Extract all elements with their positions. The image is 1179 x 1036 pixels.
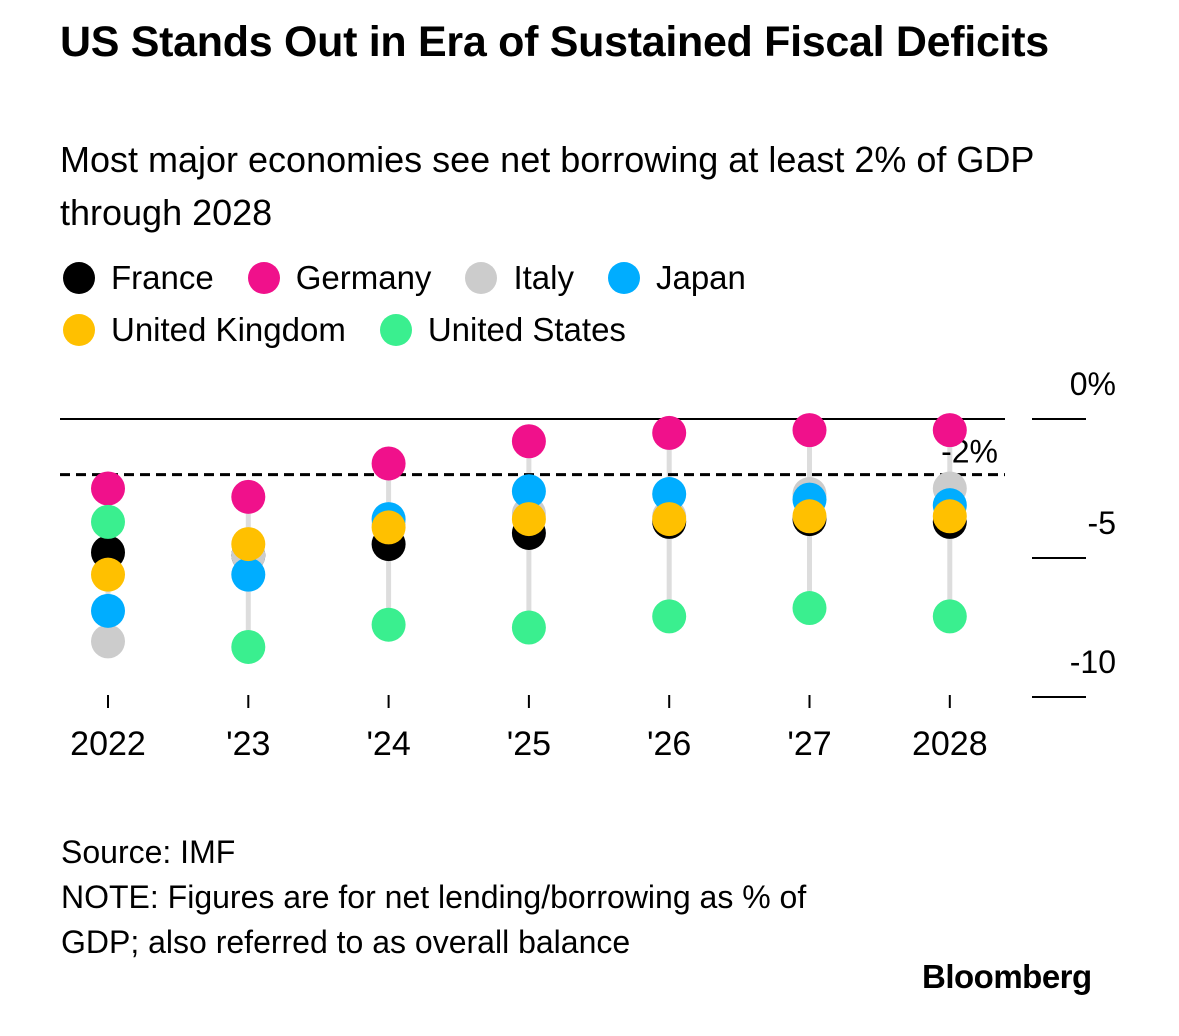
x-tick-label: 2022	[70, 725, 146, 763]
chart-subtitle: Most major economies see net borrowing a…	[60, 139, 1034, 233]
data-point-germany	[231, 479, 266, 514]
x-tick-label: '24	[366, 725, 410, 763]
legend-item-japan: Japan	[607, 259, 746, 297]
legend-swatch-france	[63, 262, 95, 294]
data-point-united-states	[91, 504, 125, 539]
legend-row: France Germany Italy Japan	[63, 252, 1063, 304]
data-point-japan	[511, 474, 546, 509]
data-point-united-states	[231, 629, 266, 664]
data-point-japan	[652, 477, 687, 512]
data-point-united-kingdom	[932, 499, 967, 534]
data-point-united-kingdom	[511, 502, 546, 537]
y-tick-label: -10	[1070, 644, 1116, 680]
legend-label-italy: Italy	[513, 259, 574, 296]
data-point-united-kingdom	[231, 527, 266, 562]
data-point-united-states	[511, 610, 546, 645]
legend-label-france: France	[111, 259, 214, 296]
legend-label-germany: Germany	[295, 259, 432, 296]
data-point-italy	[91, 624, 125, 659]
legend-item-germany: Germany	[247, 259, 432, 297]
data-point-germany	[932, 413, 967, 448]
data-point-germany	[511, 424, 546, 459]
x-tick-label: '26	[647, 725, 691, 763]
legend-label-united-kingdom: United Kingdom	[111, 311, 346, 348]
x-tick-label: '23	[226, 725, 270, 763]
bloomberg-logo: Bloomberg	[922, 958, 1092, 995]
data-point-united-states	[652, 599, 687, 634]
source-note: Source: IMF	[61, 834, 236, 870]
legend-item-italy: Italy	[465, 259, 574, 297]
data-point-germany	[652, 415, 687, 450]
data-point-united-kingdom	[792, 499, 827, 534]
y-tick-label: -5	[1088, 505, 1116, 541]
data-point-japan	[231, 557, 266, 592]
legend-swatch-italy	[465, 262, 498, 294]
data-point-united-kingdom	[652, 502, 687, 537]
legend-row: United Kingdom United States	[63, 304, 1063, 356]
chart-title: US Stands Out in Era of Sustained Fiscal…	[60, 18, 1049, 66]
legend-swatch-united-states	[379, 314, 412, 346]
legend-swatch-united-kingdom	[63, 314, 95, 346]
legend-label-united-states: United States	[427, 311, 626, 348]
legend-item-united-kingdom: United Kingdom	[63, 311, 346, 349]
data-point-germany	[91, 471, 125, 506]
data-point-germany	[792, 413, 827, 448]
legend-swatch-japan	[607, 262, 640, 294]
data-point-united-states	[932, 599, 967, 634]
chart-legend: France Germany Italy Japan United Kingdo…	[63, 252, 1063, 356]
legend-item-france: France	[63, 259, 214, 297]
x-tick-label: '27	[787, 725, 831, 763]
data-point-united-kingdom	[91, 557, 125, 592]
methodology-note: NOTE: Figures are for net lending/borrow…	[61, 879, 807, 960]
data-point-germany	[371, 446, 406, 481]
legend-label-japan: Japan	[655, 259, 746, 296]
data-point-united-states	[792, 591, 827, 626]
data-point-united-kingdom	[371, 510, 406, 545]
y-tick-label: 0%	[1070, 366, 1116, 402]
data-point-japan	[91, 593, 125, 628]
data-point-united-states	[371, 607, 406, 642]
x-tick-label: '25	[507, 725, 551, 763]
legend-swatch-germany	[247, 262, 280, 294]
legend-item-united-states: United States	[379, 311, 626, 349]
chart-footer-notes: Source: IMF NOTE: Figures are for net le…	[61, 830, 841, 965]
x-tick-label: 2028	[912, 725, 988, 763]
